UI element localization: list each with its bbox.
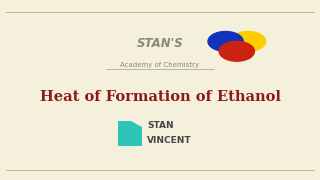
Text: Academy of Chemistry: Academy of Chemistry [120, 62, 200, 68]
Polygon shape [131, 121, 142, 127]
Text: STAN'S: STAN'S [137, 37, 183, 50]
Text: Heat of Formation of Ethanol: Heat of Formation of Ethanol [39, 90, 281, 104]
Circle shape [219, 41, 254, 61]
Text: VINCENT: VINCENT [147, 136, 192, 145]
Circle shape [230, 31, 266, 51]
Text: STAN: STAN [147, 122, 174, 130]
Bar [118, 121, 142, 146]
Circle shape [208, 31, 243, 51]
